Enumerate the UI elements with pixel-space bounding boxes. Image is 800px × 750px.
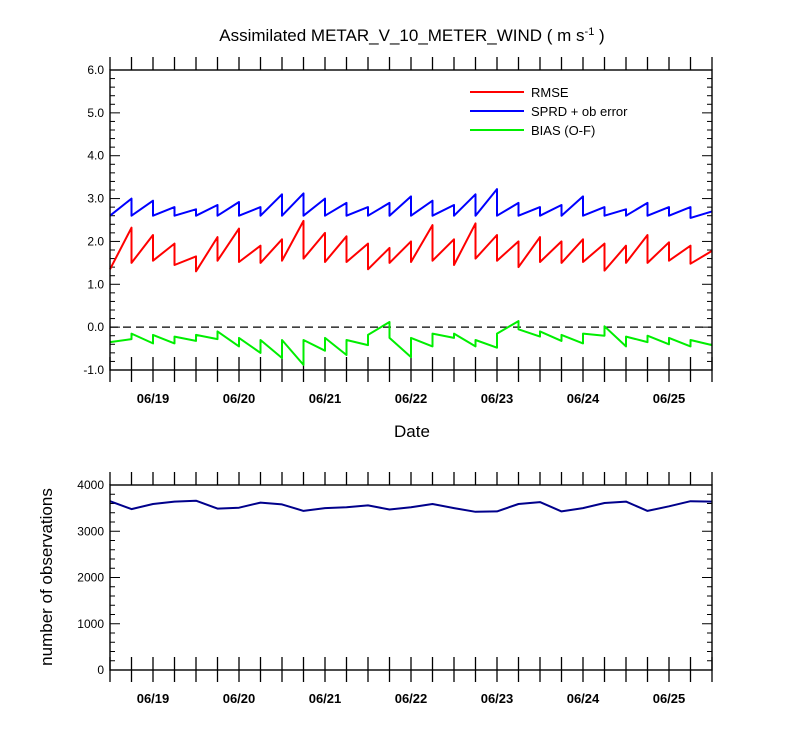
y-tick-label: 2.0 (87, 234, 104, 248)
y-tick-label: 5.0 (87, 106, 104, 120)
legend-label: SPRD + ob error (531, 104, 628, 119)
x-tick-label: 06/21 (309, 391, 342, 406)
y-tick-label: 1.0 (87, 277, 104, 291)
x-tick-label: 06/19 (137, 391, 170, 406)
top-ticks: 6.0 5.0 4.0 3.0 2.0 1.0 0.0 -1.0 06/19 06/20 06/21… (83, 57, 713, 406)
bottom-series-lines (109, 499, 713, 513)
chart-title-end: ) (594, 26, 604, 45)
y-tick-label: 0.0 (87, 320, 104, 334)
bottom-panel: 4000 3000 2000 1000 0 06/19 06/20 06/21 06/22 06/… (37, 472, 713, 706)
y-tick-label: 4000 (77, 478, 104, 492)
y-tick-label: 3.0 (87, 192, 104, 206)
x-tick-label: 06/25 (653, 691, 686, 706)
legend: RMSE SPRD + ob error BIAS (O-F) (470, 85, 628, 138)
y-tick-label: 3000 (77, 524, 104, 538)
chart-title-superscript: -1 (585, 26, 595, 38)
legend-label: RMSE (531, 85, 569, 100)
bottom-ticks: 4000 3000 2000 1000 0 06/19 06/20 06/21 06/22 06/… (77, 472, 713, 706)
x-tick-label: 06/22 (395, 691, 428, 706)
x-tick-label: 06/19 (137, 691, 170, 706)
top-panel: Assimilated METAR_V_10_METER_WIND ( m s-… (83, 26, 713, 441)
x-tick-label: 06/20 (223, 691, 256, 706)
legend-label: BIAS (O-F) (531, 123, 595, 138)
x-tick-label: 06/23 (481, 691, 514, 706)
x-tick-label: 06/25 (653, 391, 686, 406)
series-line-observations (109, 499, 713, 513)
x-tick-label: 06/22 (395, 391, 428, 406)
series-line-sprd-ob-error (109, 188, 713, 219)
x-tick-label: 06/21 (309, 691, 342, 706)
bottom-plot-frame (109, 484, 713, 671)
series-line-rmse (109, 219, 713, 273)
y-axis-title-observations: number of observations (37, 488, 56, 666)
y-tick-label: 2000 (77, 571, 104, 585)
y-tick-label: 1000 (77, 617, 104, 631)
y-tick-label: 0 (97, 663, 104, 677)
chart-title-text: Assimilated METAR_V_10_METER_WIND ( m s (219, 26, 584, 45)
top-plot-frame (109, 69, 713, 371)
x-tick-label: 06/24 (567, 691, 600, 706)
chart-title: Assimilated METAR_V_10_METER_WIND ( m s-… (219, 26, 604, 45)
top-series-lines (109, 188, 713, 366)
y-tick-label: 6.0 (87, 63, 104, 77)
x-tick-label: 06/20 (223, 391, 256, 406)
y-tick-label: 4.0 (87, 149, 104, 163)
y-tick-label: -1.0 (83, 363, 104, 377)
x-tick-label: 06/23 (481, 391, 514, 406)
x-tick-label: 06/24 (567, 391, 600, 406)
x-axis-title: Date (394, 422, 430, 441)
series-line-bias-o-f (109, 320, 713, 366)
